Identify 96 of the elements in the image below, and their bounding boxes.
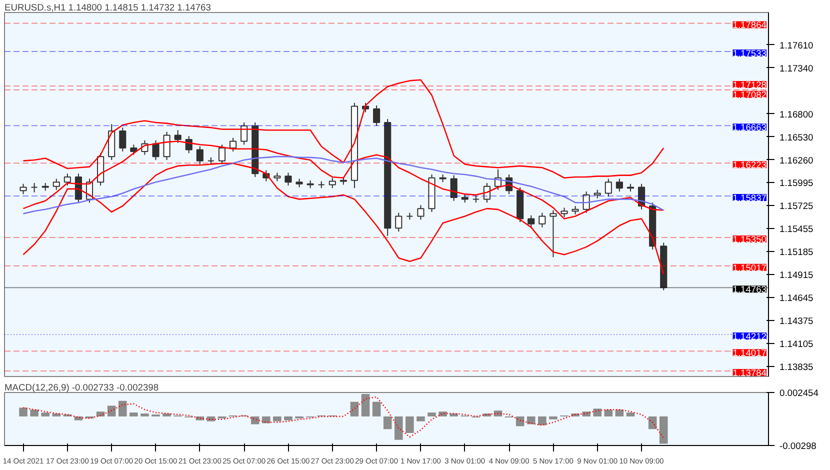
bar <box>450 414 458 416</box>
bar <box>284 416 292 420</box>
bar <box>526 416 536 424</box>
ref-line-label: 1.13784 <box>732 368 767 378</box>
y-tick-label: 1.16260 <box>780 155 814 166</box>
bar <box>162 414 171 416</box>
y-tick-label: 1.15185 <box>780 247 814 258</box>
candlestick <box>218 144 226 165</box>
y-tick-label: 1.17340 <box>780 63 814 74</box>
candlestick <box>30 182 38 193</box>
bar <box>19 408 28 416</box>
candlestick <box>616 178 623 192</box>
ref-line-label: 1.17128 <box>732 80 767 90</box>
chart-title: MACD(12,26,9) -0.002733 -0.002398 <box>4 382 159 392</box>
bar <box>206 416 216 422</box>
candlestick <box>20 183 27 195</box>
ref-line-label: 1.14212 <box>732 332 767 342</box>
candlestick <box>538 212 546 228</box>
y-tick-label: 1.15455 <box>780 224 814 234</box>
y-tick-label: 1.16530 <box>780 132 814 142</box>
ref-line-label: 1.16223 <box>732 160 767 170</box>
y-tick-label: 1.14645 <box>780 293 814 304</box>
candlestick <box>417 204 424 220</box>
candlestick <box>152 140 160 160</box>
bar <box>130 412 138 416</box>
y-tick-label: 1.17610 <box>780 40 814 50</box>
y-tick-label: 1.15995 <box>780 178 814 188</box>
bar <box>549 416 558 420</box>
bar <box>416 416 425 422</box>
candlestick <box>450 174 458 202</box>
ref-line-label: 1.16663 <box>732 122 767 133</box>
ref-line-label: 1.17864 <box>732 20 767 30</box>
candlestick <box>174 130 182 144</box>
candlestick <box>64 173 71 186</box>
bar <box>438 412 447 416</box>
candlestick <box>373 104 380 126</box>
y-tick-label: 1.14105 <box>780 339 814 350</box>
y-tick-label: 1.14375 <box>780 316 814 326</box>
ref-line-label: 1.15350 <box>732 234 767 245</box>
candlestick <box>604 178 612 198</box>
candlestick <box>196 146 204 165</box>
bar <box>538 416 546 426</box>
candlestick <box>560 207 568 218</box>
bar <box>406 416 414 434</box>
candlestick <box>550 210 557 258</box>
bar <box>615 410 624 416</box>
candlestick <box>395 212 402 232</box>
bar <box>118 400 127 416</box>
chart-title: EURUSD.s,H1 1.14800 1.14815 1.14732 1.14763 <box>4 2 211 12</box>
line-series <box>22 396 664 439</box>
bar <box>394 416 403 440</box>
ref-line-label: 1.15837 <box>732 193 767 204</box>
bar <box>41 412 50 416</box>
ref-line-label: 1.14017 <box>732 348 767 358</box>
candlestick <box>582 191 590 214</box>
candlestick <box>52 178 60 190</box>
line-series <box>22 156 664 214</box>
bar <box>372 402 381 416</box>
bar <box>494 410 502 416</box>
bar <box>593 408 602 416</box>
candlestick <box>528 214 535 228</box>
candlestick <box>130 144 138 156</box>
bar <box>107 406 116 416</box>
bar <box>428 412 436 416</box>
bar <box>74 416 83 420</box>
ref-line-label: 1.17082 <box>732 90 767 100</box>
y-tick-label: 1.15725 <box>780 201 814 212</box>
line-series <box>22 79 664 179</box>
bar <box>262 416 270 424</box>
bar <box>250 416 260 424</box>
bar <box>659 416 668 444</box>
ref-line-label: 1.14763 <box>732 284 767 295</box>
bar <box>30 410 38 416</box>
y-tick-label: 1.16800 <box>780 109 814 120</box>
y-tick-label: -0.00298 <box>780 441 816 451</box>
ref-line-label: 1.17533 <box>732 48 767 58</box>
candlestick <box>119 127 126 152</box>
y-tick-label: 1.13835 <box>780 362 814 372</box>
y-tick-label: 0.002454 <box>780 388 818 398</box>
bar <box>350 402 359 416</box>
bar <box>383 416 392 430</box>
candlestick <box>163 131 170 160</box>
bar <box>140 414 149 416</box>
bar <box>273 416 282 422</box>
candlestick <box>328 177 336 189</box>
y-tick-label: 1.14915 <box>780 270 814 280</box>
candlestick <box>230 137 237 152</box>
bar <box>604 410 613 416</box>
bar <box>52 414 61 416</box>
bar <box>582 412 590 416</box>
bar <box>648 416 657 430</box>
bar <box>96 412 105 416</box>
ref-line-label: 1.15017 <box>732 262 767 273</box>
candlestick <box>284 172 292 186</box>
line-series <box>22 162 664 275</box>
bar <box>626 412 635 416</box>
